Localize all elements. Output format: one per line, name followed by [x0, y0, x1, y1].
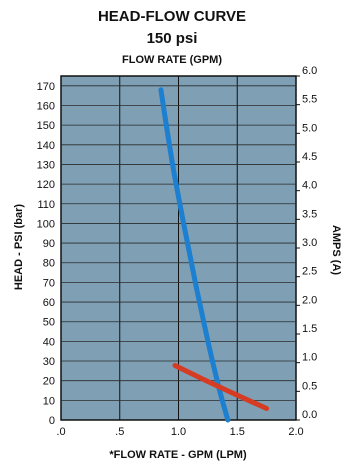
y-left-tick-label: 0 — [49, 415, 55, 427]
y-left-tick-label: 10 — [43, 395, 55, 407]
y-left-axis-label: HEAD - PSI (bar) — [13, 204, 25, 291]
y-left-tick-label: 60 — [43, 297, 55, 309]
y-left-tick-label: 120 — [37, 179, 55, 191]
y-right-axis-label: AMPS (A) — [330, 225, 342, 275]
x-axis-label: *FLOW RATE - GPM (LPM) — [109, 449, 247, 461]
y-right-tick-label: 4.5 — [302, 151, 317, 163]
x-axis-ticks: .0 .5 1.0 1.5 2.0 — [56, 426, 303, 438]
y-left-tick-label: 40 — [43, 336, 55, 348]
y-right-tick-label: 4.0 — [302, 180, 317, 192]
x-tick-label: .5 — [115, 426, 124, 438]
y-left-tick-label: 100 — [37, 218, 55, 230]
chart-subtitle: 150 psi — [146, 30, 198, 47]
head-curve — [158, 87, 231, 423]
y-right-tick-label: 3.0 — [302, 237, 317, 249]
y-right-tick-label: 1.0 — [302, 352, 317, 364]
y-right-tick-label: 6.0 — [302, 65, 317, 77]
y-left-tick-label: 80 — [43, 258, 55, 270]
x-tick-label: 1.0 — [171, 426, 186, 438]
y-left-tick-label: 30 — [43, 356, 55, 368]
y-left-tick-label: 160 — [37, 100, 55, 112]
y-left-tick-label: 140 — [37, 140, 55, 152]
y-left-tick-label: 110 — [37, 199, 55, 211]
y-left-tick-label: 130 — [37, 159, 55, 171]
y-left-tick-label: 70 — [43, 277, 55, 289]
y-left-tick-label: 50 — [43, 317, 55, 329]
right-axis-ticks: 0.0 0.5 1.0 1.5 2.0 2.5 3.0 3.5 4.0 4.5 5.0 5.5 6.0 — [296, 65, 317, 421]
y-left-tick-label: 170 — [37, 81, 55, 93]
chart-title: HEAD-FLOW CURVE — [97, 8, 247, 25]
y-left-tick-label: 150 — [37, 120, 55, 132]
x-tick-label: 1.5 — [230, 426, 245, 438]
top-axis-label: FLOW RATE (GPM) — [122, 54, 222, 66]
x-tick-label: .0 — [56, 426, 65, 438]
y-right-tick-label: 5.5 — [302, 94, 317, 106]
y-right-tick-label: 2.5 — [302, 266, 317, 278]
x-tick-label: 2.0 — [288, 426, 303, 438]
y-right-tick-label: 0.0 — [302, 409, 317, 421]
y-right-tick-label: 2.0 — [302, 294, 317, 306]
y-left-tick-label: 20 — [43, 376, 55, 388]
y-right-tick-label: 0.5 — [302, 380, 317, 392]
y-right-tick-label: 1.5 — [302, 323, 317, 335]
y-right-tick-label: 3.5 — [302, 208, 317, 220]
y-right-tick-label: 5.0 — [302, 122, 317, 134]
series-layer — [158, 87, 270, 423]
vertical-gridlines — [119, 76, 238, 420]
y-left-tick-label: 90 — [43, 238, 55, 250]
amps-curve — [172, 363, 270, 411]
left-axis-ticks: 0 10 20 30 40 50 60 70 80 90 100 110 120 130 140 150 160… — [37, 81, 55, 427]
